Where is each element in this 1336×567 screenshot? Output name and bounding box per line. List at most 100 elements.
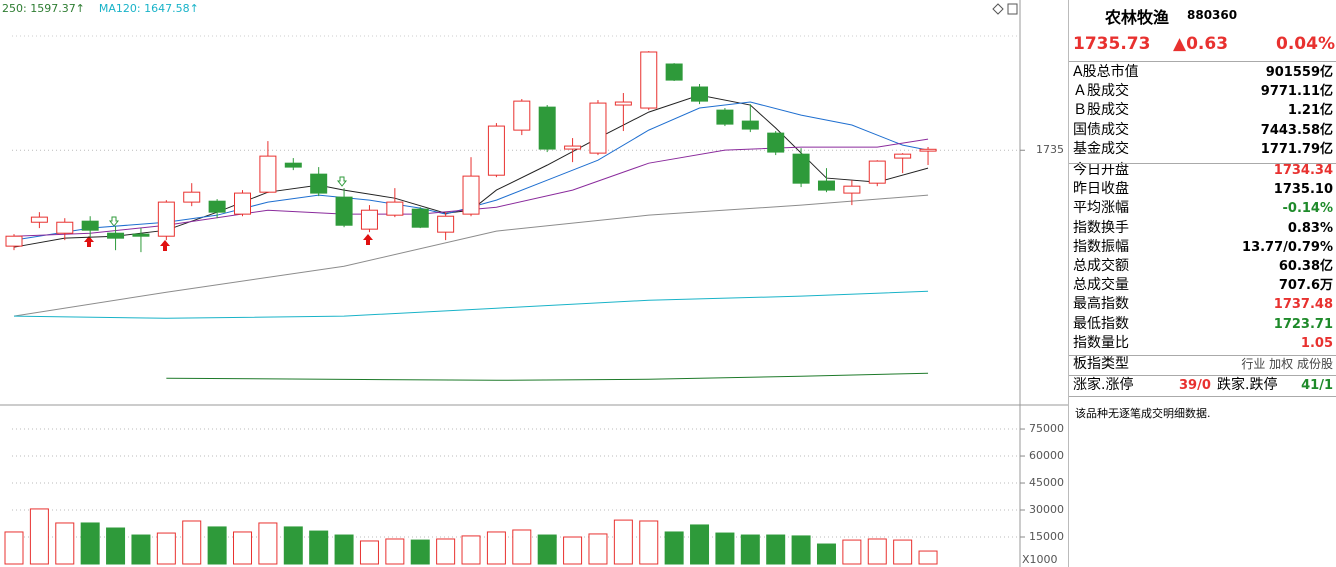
volume-bar <box>29 508 49 565</box>
volume-bar <box>182 520 202 565</box>
chart-area: 250: 1597.37↑ MA120: 1647.58↑ 1735 15000 30… <box>0 0 1068 567</box>
candle-body <box>741 120 759 130</box>
candle-body <box>817 180 835 191</box>
volume-bar <box>436 538 456 565</box>
indicator-label: MA120: 1647.58↑ <box>99 2 199 15</box>
label: 今日开盘 <box>1073 162 1129 178</box>
candle-body <box>487 125 505 176</box>
volume-bar <box>512 529 532 565</box>
volume-bar <box>80 522 100 565</box>
candle-body <box>691 86 709 102</box>
candle-body <box>234 192 252 215</box>
separator <box>1069 375 1336 376</box>
label: 指数量比 <box>1073 334 1129 351</box>
ma-line <box>13 194 929 317</box>
volume-bar <box>385 538 405 565</box>
quote-row: Ｂ股成交 1.21亿 <box>1073 101 1333 120</box>
candle-body <box>157 201 175 237</box>
volume-bar <box>359 540 379 565</box>
separator <box>1069 163 1336 164</box>
candle-body <box>538 106 556 150</box>
unit-label: X1000 <box>1022 553 1058 566</box>
volume-bar <box>791 535 811 565</box>
quote-row: Ａ股成交 9771.11亿 <box>1073 82 1333 101</box>
volume-bar <box>207 526 227 565</box>
icon-box <box>1007 3 1018 15</box>
y-tick-label: 1735 <box>1036 143 1064 156</box>
quote-row: A股总市值 901559亿 <box>1073 63 1333 82</box>
value: 0.83% <box>1287 220 1333 236</box>
value: 1.05 <box>1300 335 1333 351</box>
quote-row: 总成交量 707.6万 <box>1073 276 1333 295</box>
candle-body <box>386 201 404 216</box>
volume-bar <box>816 543 836 565</box>
volume-bar <box>131 534 151 565</box>
volume-bar <box>715 532 735 565</box>
value: 41/1 <box>1301 378 1333 393</box>
value: 1771.79亿 <box>1260 141 1333 157</box>
stock-name: 农林牧渔 <box>1105 8 1170 27</box>
candle-body <box>437 215 455 233</box>
candle-body <box>284 162 302 168</box>
separator <box>1069 355 1336 356</box>
candle-body <box>335 196 353 226</box>
label: 涨家.涨停 <box>1073 377 1134 393</box>
volume-bar <box>156 532 176 565</box>
y-tick-label: 30000 <box>1029 503 1064 516</box>
candle-body <box>259 155 277 193</box>
quote-row: 指数量比 1.05 <box>1073 334 1333 353</box>
stock-code: 880360 <box>1187 8 1238 22</box>
value: 1.21亿 <box>1287 103 1333 119</box>
y-tick-label: 60000 <box>1029 449 1064 462</box>
value: 1735.10 <box>1273 182 1333 198</box>
volume-bar <box>233 531 253 565</box>
value: -0.14% <box>1282 201 1334 217</box>
signal-arrows <box>84 234 373 251</box>
price: 1735.73 <box>1073 34 1151 54</box>
volume-bar <box>258 522 278 565</box>
label: 最低指数 <box>1073 315 1129 332</box>
label: 国债成交 <box>1073 121 1129 138</box>
candle-body <box>310 173 328 194</box>
volume-bar <box>283 526 303 565</box>
volume-bar <box>461 535 481 565</box>
candle-body <box>640 51 658 109</box>
candle-body <box>183 191 201 203</box>
quote-row: 总成交额 60.38亿 <box>1073 257 1333 276</box>
separator <box>1069 396 1336 397</box>
label: 最高指数 <box>1073 296 1129 313</box>
candle-body <box>919 148 937 152</box>
volume-bar <box>537 534 557 565</box>
quote-row: 最高指数 1737.48 <box>1073 295 1333 314</box>
value: 行业 加权 成份股 <box>1241 357 1333 371</box>
volume-bar <box>588 533 608 565</box>
indicator-label: 250: 1597.37↑ <box>2 2 85 15</box>
candle-body <box>614 101 632 106</box>
candle-body <box>360 209 378 230</box>
quote-row: 平均涨幅 -0.14% <box>1073 199 1333 218</box>
label: 板指类型 <box>1073 356 1129 372</box>
volume-bar <box>740 534 760 565</box>
volume-bar <box>867 538 887 565</box>
volume-bar <box>893 539 913 565</box>
candle-body <box>5 235 23 247</box>
volume-bar <box>918 550 938 565</box>
label: Ａ股成交 <box>1073 83 1129 100</box>
volume-bar <box>55 522 75 565</box>
volume-bar <box>334 534 354 565</box>
value: 1734.34 <box>1273 163 1333 178</box>
candle-body <box>132 233 150 237</box>
volume-bar <box>690 524 710 565</box>
candle-body <box>589 102 607 154</box>
value: 39/0 <box>1179 378 1211 393</box>
candle-body <box>792 153 810 184</box>
value: 7443.58亿 <box>1260 122 1333 138</box>
volume-bar <box>613 519 633 565</box>
candle-body <box>56 221 74 234</box>
quote-row: 国债成交 7443.58亿 <box>1073 121 1333 140</box>
volume-bar <box>486 531 506 565</box>
candle-body <box>513 100 531 131</box>
candle-body <box>843 185 861 194</box>
volume-bar <box>309 530 329 565</box>
